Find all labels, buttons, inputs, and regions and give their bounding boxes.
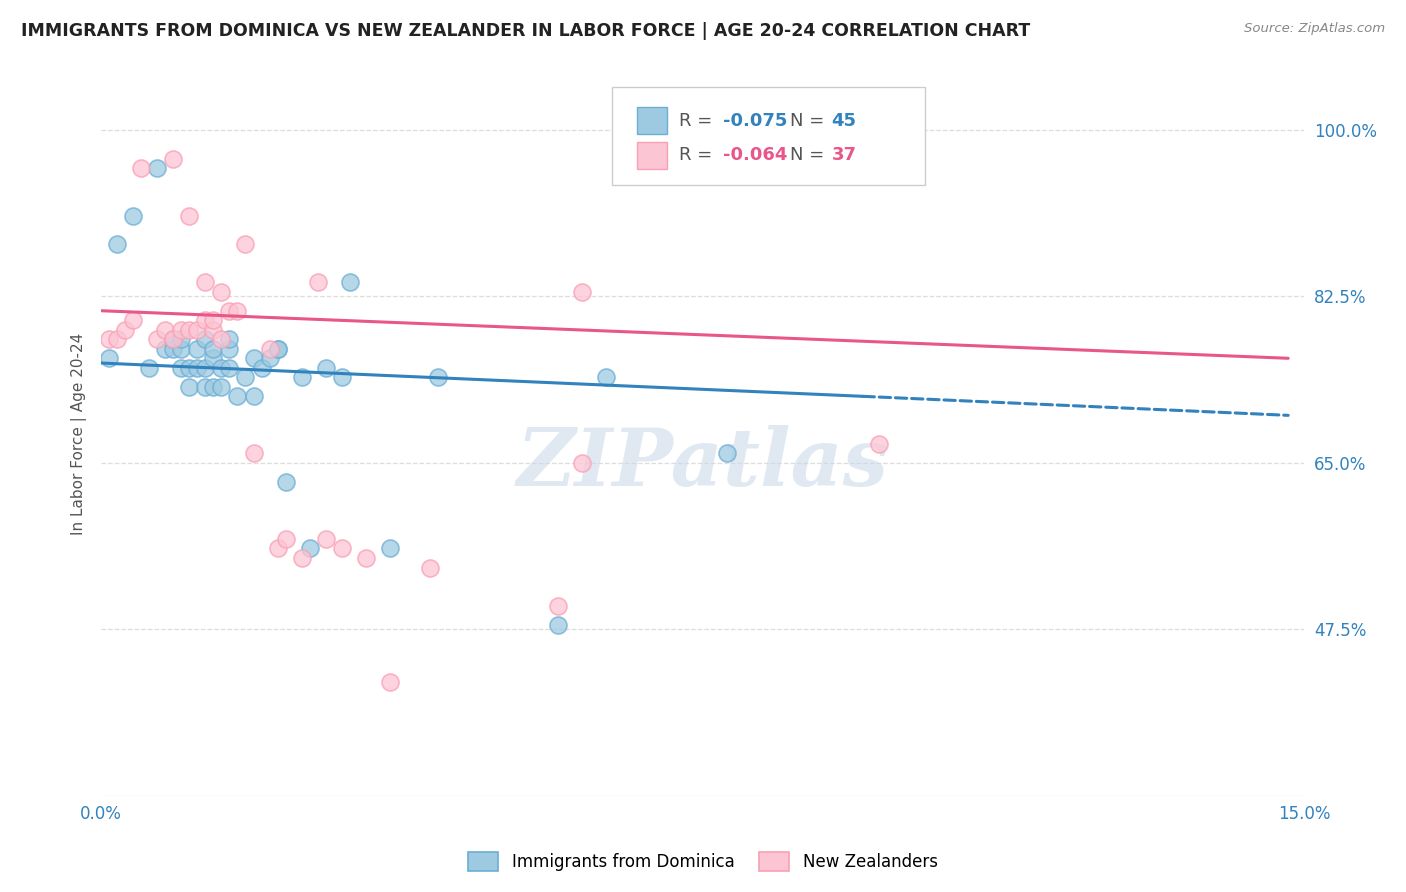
Point <box>218 342 240 356</box>
Point <box>266 541 288 556</box>
Point <box>186 323 208 337</box>
Text: 45: 45 <box>831 112 856 129</box>
Point <box>194 360 217 375</box>
Point <box>547 617 569 632</box>
Point <box>315 360 337 375</box>
Point <box>209 332 232 346</box>
Point <box>259 342 281 356</box>
Point <box>571 456 593 470</box>
FancyBboxPatch shape <box>637 107 666 135</box>
Point <box>274 475 297 489</box>
Point <box>122 209 145 223</box>
Point <box>427 370 450 384</box>
Point <box>170 332 193 346</box>
Point <box>105 332 128 346</box>
Point <box>202 342 225 356</box>
Point <box>162 332 184 346</box>
Point <box>218 360 240 375</box>
Point <box>194 275 217 289</box>
Point <box>194 313 217 327</box>
Point <box>259 351 281 366</box>
Text: -0.075: -0.075 <box>723 112 787 129</box>
Point <box>242 351 264 366</box>
Point <box>354 551 377 566</box>
Point <box>146 161 169 175</box>
Point <box>378 674 401 689</box>
Text: N =: N = <box>790 146 831 164</box>
Point <box>179 209 201 223</box>
Point <box>179 360 201 375</box>
Text: -0.064: -0.064 <box>723 146 787 164</box>
Point <box>291 551 314 566</box>
Point <box>114 323 136 337</box>
Point <box>170 323 193 337</box>
Point <box>155 342 177 356</box>
Point <box>339 275 361 289</box>
FancyBboxPatch shape <box>613 87 925 185</box>
Text: 37: 37 <box>831 146 856 164</box>
Point <box>716 446 738 460</box>
Point <box>547 599 569 613</box>
Point <box>179 323 201 337</box>
Legend: Immigrants from Dominica, New Zealanders: Immigrants from Dominica, New Zealanders <box>460 843 946 880</box>
Point <box>250 360 273 375</box>
Point <box>235 237 257 252</box>
Point <box>209 285 232 299</box>
Text: Source: ZipAtlas.com: Source: ZipAtlas.com <box>1244 22 1385 36</box>
Point <box>571 285 593 299</box>
Point <box>194 332 217 346</box>
Point <box>98 332 121 346</box>
Point <box>146 332 169 346</box>
Point <box>202 323 225 337</box>
Point <box>122 313 145 327</box>
Point <box>868 437 890 451</box>
Point <box>162 152 184 166</box>
Point <box>315 532 337 546</box>
Point <box>330 370 353 384</box>
Point <box>266 342 288 356</box>
Point <box>209 360 232 375</box>
Point <box>419 560 441 574</box>
Point <box>170 360 193 375</box>
Text: N =: N = <box>790 112 831 129</box>
Point <box>298 541 321 556</box>
Point <box>307 275 329 289</box>
Text: R =: R = <box>679 146 717 164</box>
Point <box>202 351 225 366</box>
Point <box>330 541 353 556</box>
Point <box>129 161 152 175</box>
Point <box>242 389 264 403</box>
Point <box>170 342 193 356</box>
Point <box>194 380 217 394</box>
Point <box>138 360 160 375</box>
Y-axis label: In Labor Force | Age 20-24: In Labor Force | Age 20-24 <box>72 334 87 535</box>
Point <box>186 342 208 356</box>
Point <box>291 370 314 384</box>
Point <box>105 237 128 252</box>
Point <box>202 313 225 327</box>
Point <box>226 303 249 318</box>
Text: ZIPatlas: ZIPatlas <box>516 425 889 502</box>
Point <box>274 532 297 546</box>
Text: R =: R = <box>679 112 717 129</box>
Point <box>378 541 401 556</box>
Point <box>595 370 617 384</box>
Point <box>98 351 121 366</box>
Point <box>202 380 225 394</box>
Point <box>266 342 288 356</box>
Text: IMMIGRANTS FROM DOMINICA VS NEW ZEALANDER IN LABOR FORCE | AGE 20-24 CORRELATION: IMMIGRANTS FROM DOMINICA VS NEW ZEALANDE… <box>21 22 1031 40</box>
Point <box>186 360 208 375</box>
Point <box>226 389 249 403</box>
Point <box>242 446 264 460</box>
Point <box>218 303 240 318</box>
Point <box>235 370 257 384</box>
Point <box>209 380 232 394</box>
Point <box>155 323 177 337</box>
FancyBboxPatch shape <box>637 142 666 169</box>
Point <box>162 332 184 346</box>
Point <box>179 380 201 394</box>
Point <box>162 342 184 356</box>
Point <box>218 332 240 346</box>
